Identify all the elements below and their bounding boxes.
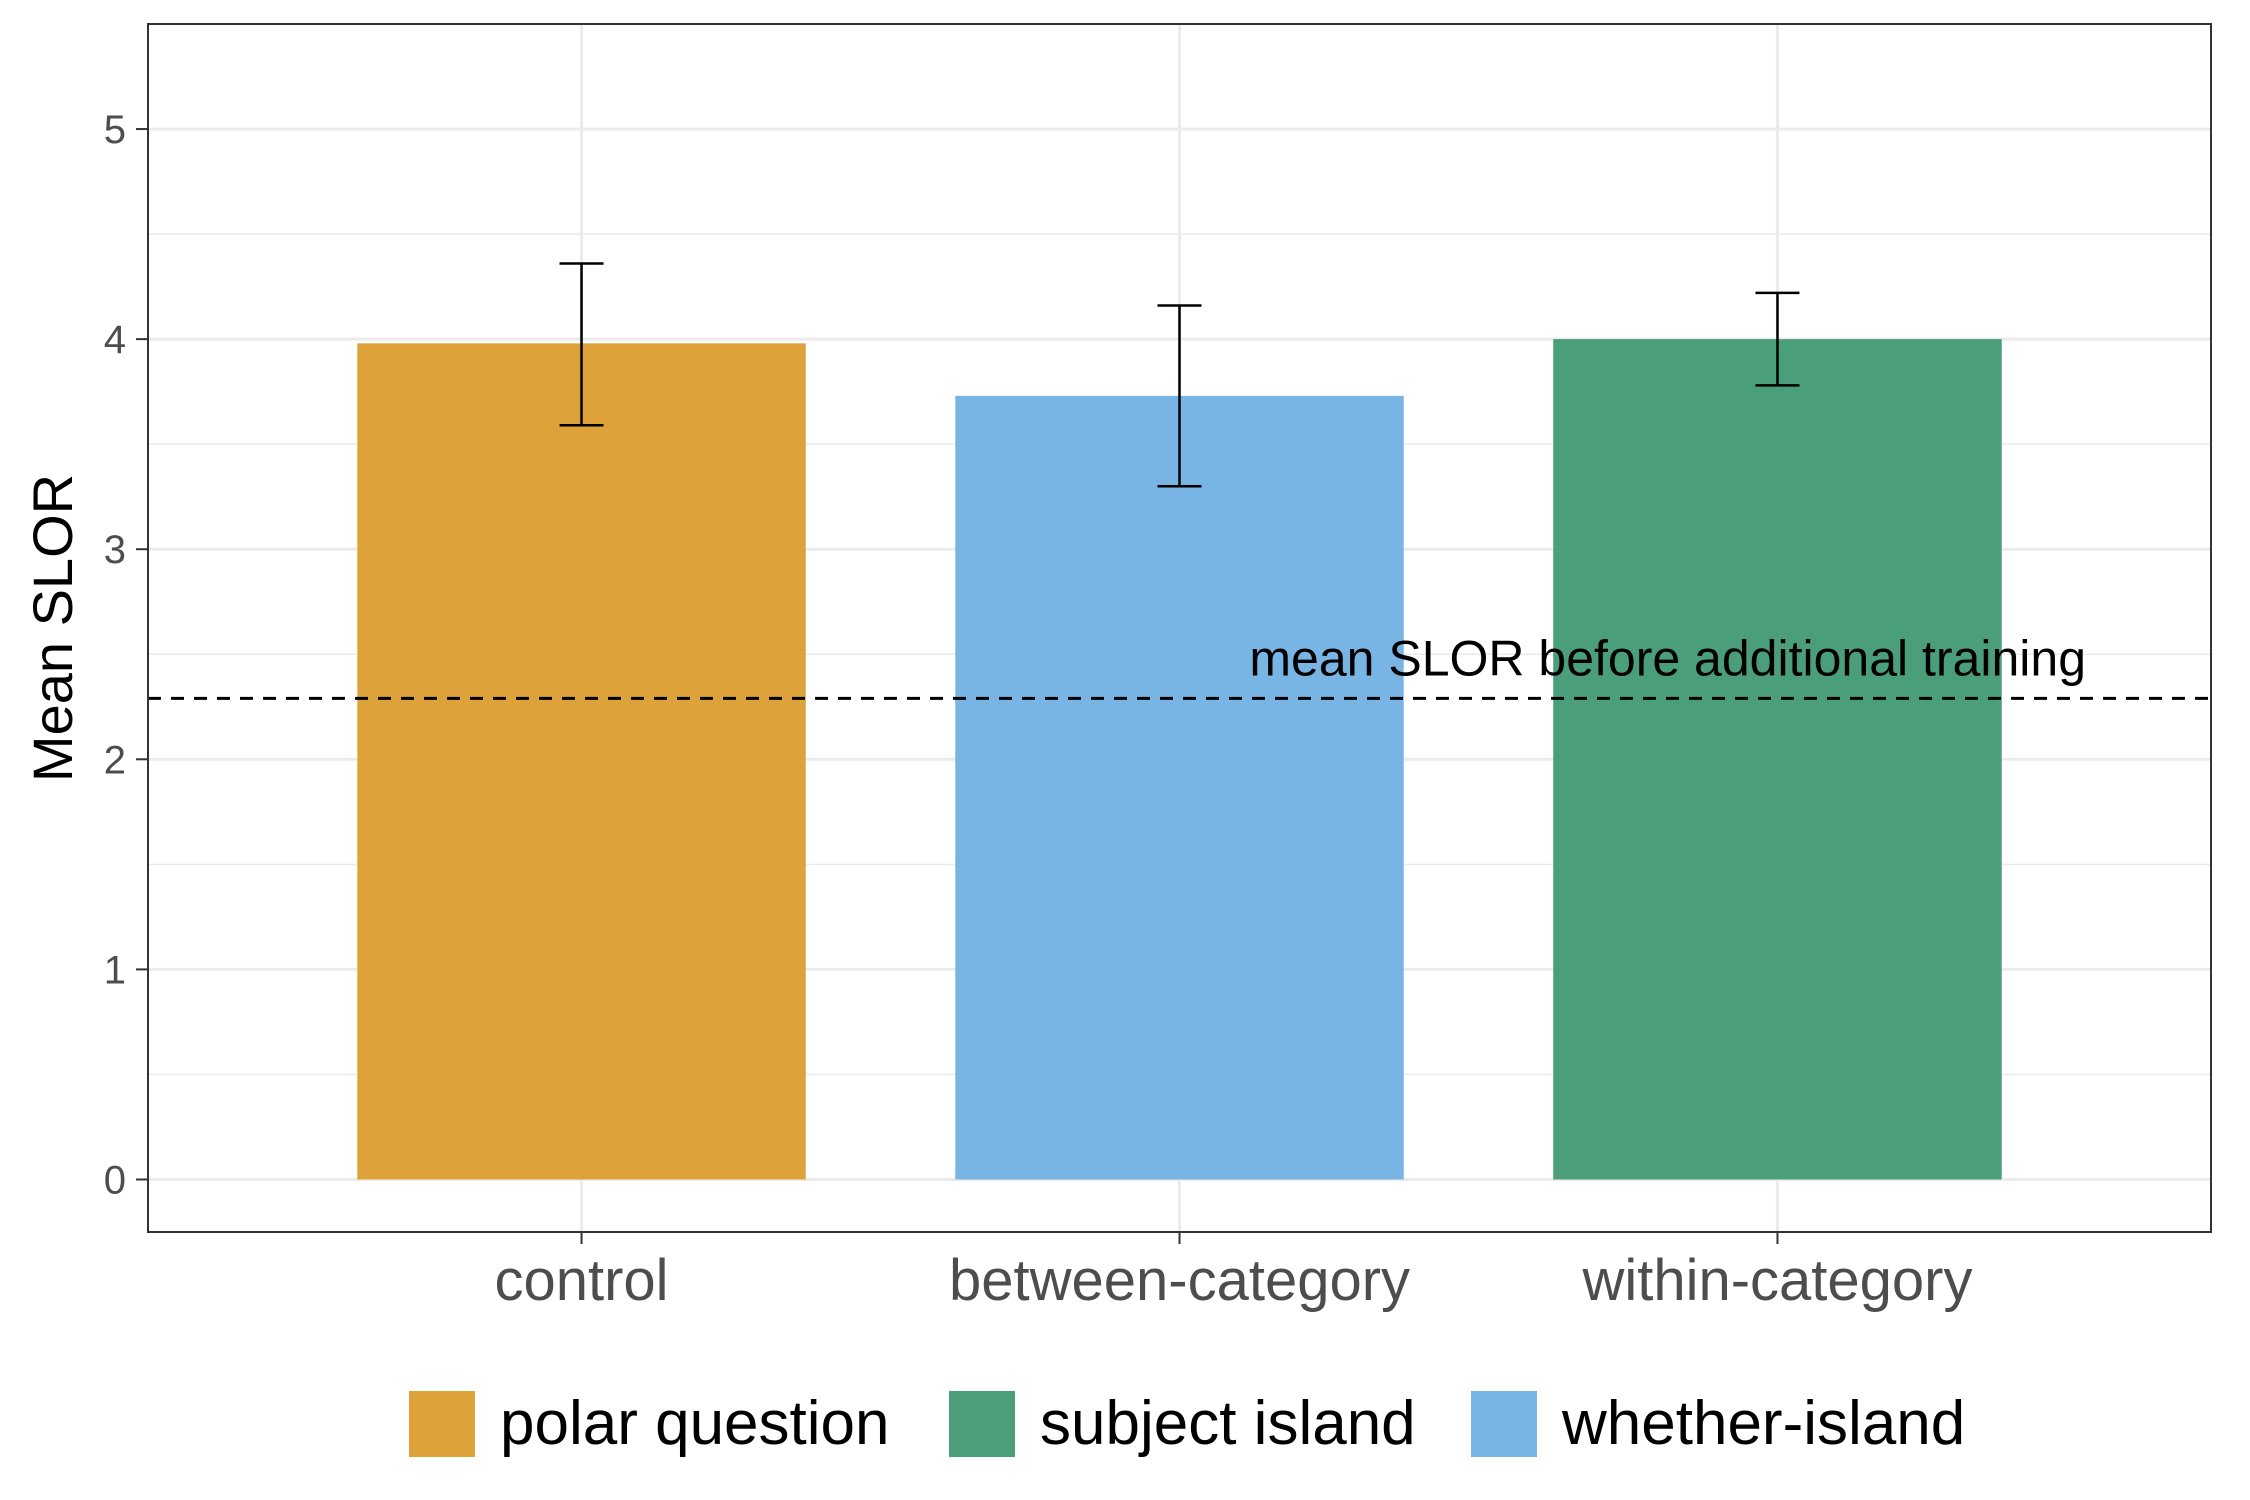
legend-label: subject island bbox=[1040, 1389, 1416, 1458]
x-tick-label: between-category bbox=[949, 1248, 1410, 1313]
y-tick-label: 3 bbox=[104, 528, 126, 572]
y-tick-label: 5 bbox=[104, 108, 126, 152]
y-tick-label: 4 bbox=[104, 318, 126, 362]
bar-between-category bbox=[955, 395, 1404, 1180]
y-axis-title: Mean SLOR bbox=[21, 474, 84, 782]
legend: polar question subject island whether-isla… bbox=[409, 1389, 1965, 1458]
legend-label: polar question bbox=[500, 1389, 890, 1458]
reference-line-label: mean SLOR before additional training bbox=[1249, 630, 2086, 686]
y-tick-label: 2 bbox=[104, 738, 126, 782]
reference-line-group: mean SLOR before additional training bbox=[148, 630, 2211, 700]
bar-control bbox=[357, 343, 806, 1180]
x-tick-label: within-category bbox=[1581, 1248, 1972, 1313]
legend-swatch bbox=[949, 1391, 1015, 1457]
bars bbox=[357, 339, 2002, 1180]
error-bars bbox=[559, 262, 1800, 488]
x-tick-label: control bbox=[494, 1248, 668, 1313]
legend-swatch bbox=[409, 1391, 475, 1457]
bar-within-category bbox=[1553, 339, 2002, 1180]
y-tick-label: 1 bbox=[104, 948, 126, 992]
y-axis: 0 1 2 3 4 5 bbox=[104, 108, 148, 1202]
legend-label: whether-island bbox=[1561, 1389, 1965, 1458]
legend-swatch bbox=[1471, 1391, 1537, 1457]
y-tick-label: 0 bbox=[104, 1158, 126, 1202]
x-axis: control between-category within-category bbox=[494, 1232, 1973, 1313]
